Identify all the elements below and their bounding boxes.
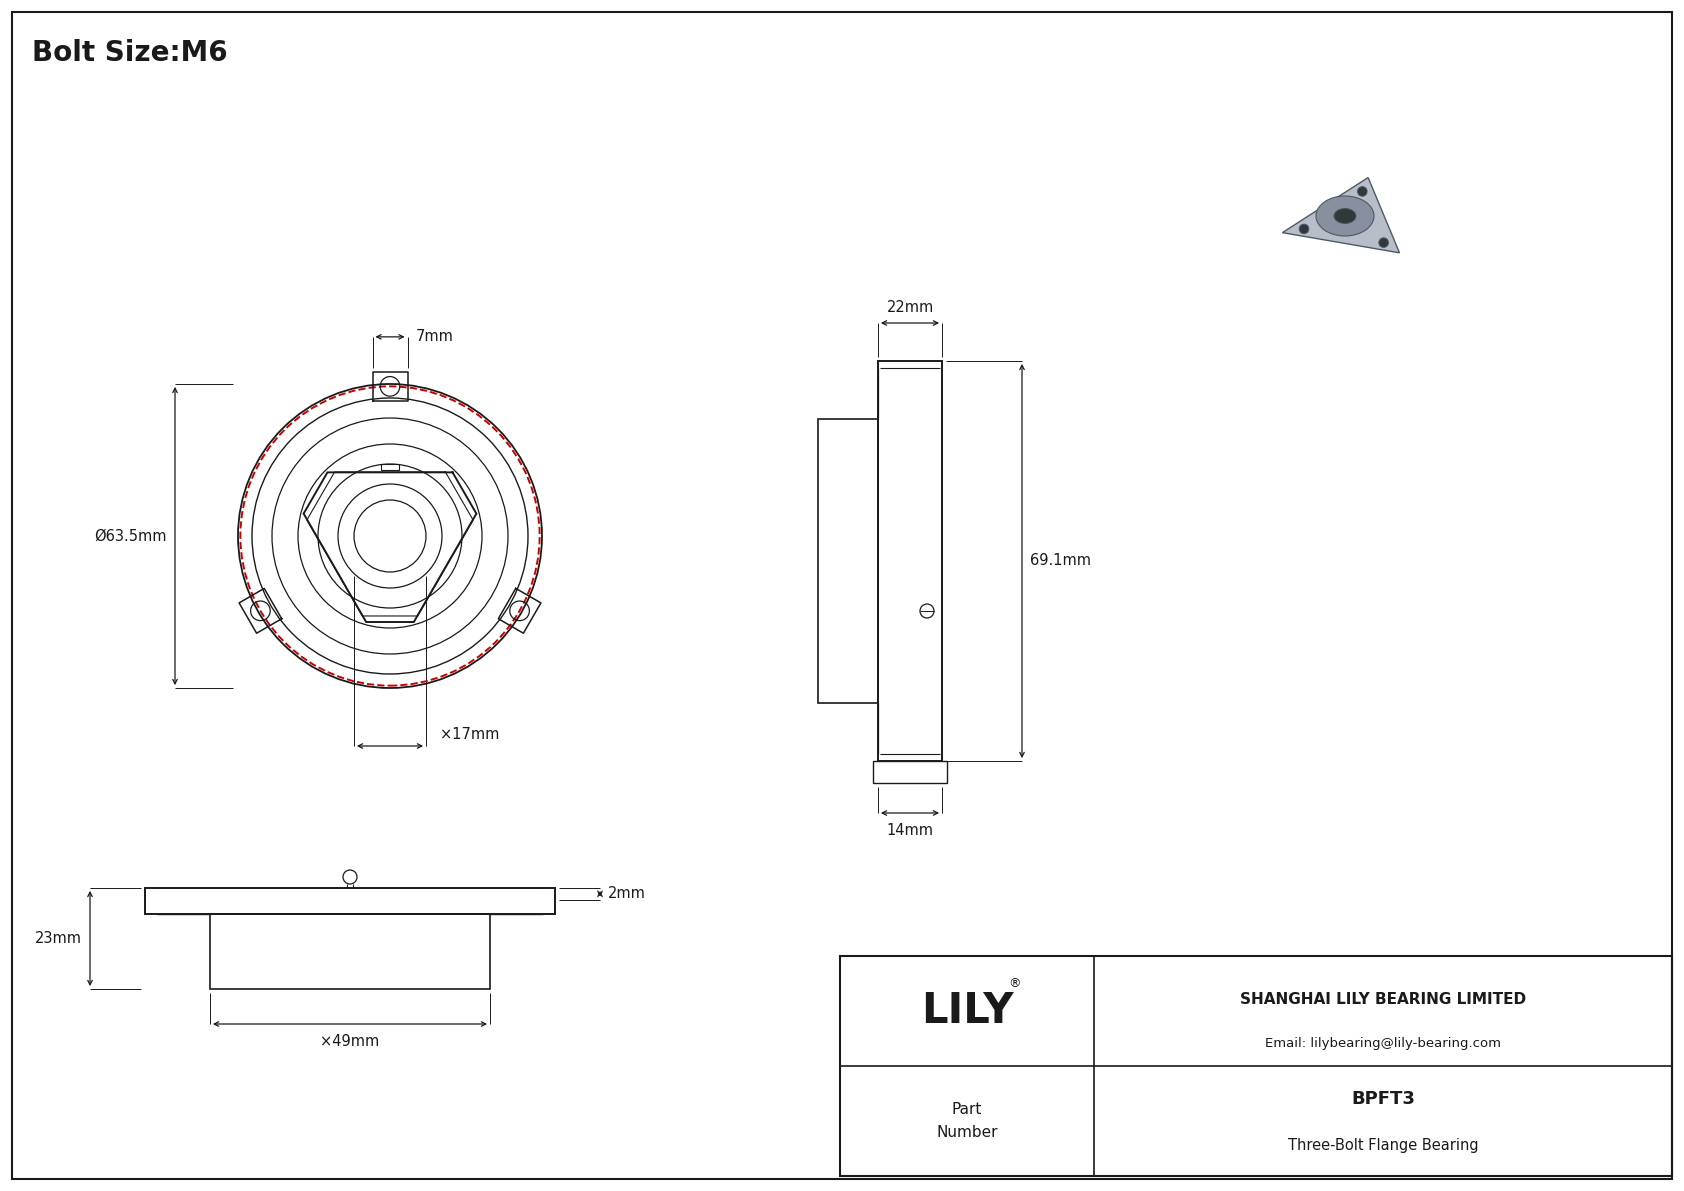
Text: Part
Number: Part Number: [936, 1103, 997, 1140]
Ellipse shape: [1334, 208, 1356, 224]
Bar: [145, 888, 556, 913]
Polygon shape: [1283, 177, 1399, 252]
Text: 7mm: 7mm: [416, 330, 453, 344]
Text: 22mm: 22mm: [886, 300, 933, 314]
Bar: [872, 761, 946, 782]
Bar: [840, 956, 1672, 1176]
Text: BPFT3: BPFT3: [1351, 1090, 1415, 1108]
Text: Email: lilybearing@lily-bearing.com: Email: lilybearing@lily-bearing.com: [1265, 1037, 1500, 1050]
Text: 23mm: 23mm: [35, 931, 83, 946]
Text: Ø63.5mm: Ø63.5mm: [94, 529, 167, 543]
Text: ®: ®: [1009, 978, 1021, 991]
Text: ×17mm: ×17mm: [440, 727, 500, 742]
Bar: [381, 464, 399, 469]
Circle shape: [1357, 187, 1367, 197]
Text: LILY: LILY: [921, 990, 1014, 1031]
Text: 14mm: 14mm: [886, 823, 933, 838]
Bar: [877, 361, 941, 761]
Circle shape: [1300, 224, 1308, 233]
Text: Bolt Size:M6: Bolt Size:M6: [32, 39, 227, 67]
Text: ×49mm: ×49mm: [320, 1034, 379, 1049]
Text: Three-Bolt Flange Bearing: Three-Bolt Flange Bearing: [1288, 1137, 1479, 1153]
Circle shape: [1379, 238, 1389, 248]
Bar: [818, 419, 877, 703]
Text: 2mm: 2mm: [608, 886, 647, 902]
Bar: [210, 913, 490, 989]
Text: SHANGHAI LILY BEARING LIMITED: SHANGHAI LILY BEARING LIMITED: [1239, 992, 1526, 1008]
Text: 69.1mm: 69.1mm: [1031, 554, 1091, 568]
Ellipse shape: [1315, 197, 1374, 236]
